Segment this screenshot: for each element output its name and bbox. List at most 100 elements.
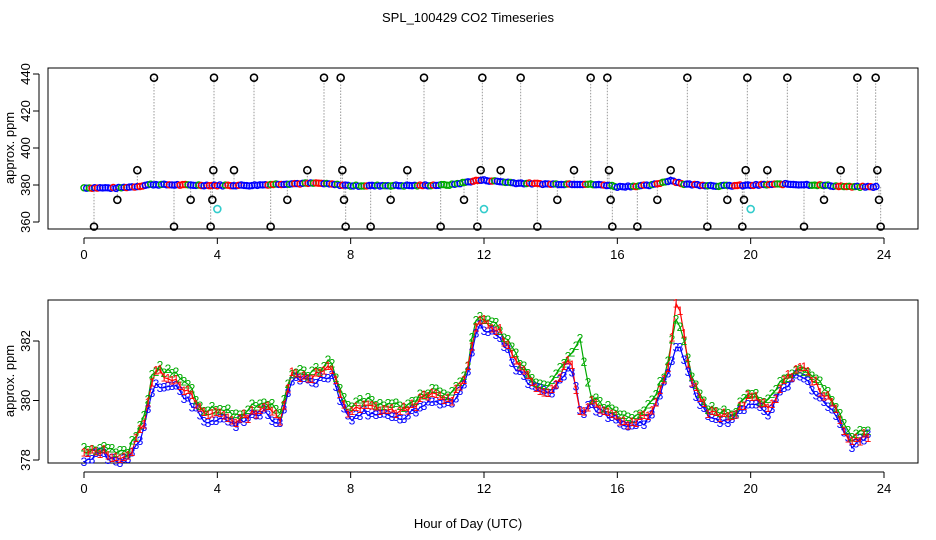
series-2-point: 2 [237, 408, 244, 422]
series-1-point: 1 [549, 382, 556, 396]
series-3-point: 3 [153, 377, 160, 391]
raw-co2-y-axis-tick-label: 440 [18, 63, 33, 85]
series-1-point: 1 [845, 432, 852, 446]
series-1-point: 1 [745, 388, 752, 402]
series-2-point: 2 [229, 407, 236, 421]
series-1-point: 1 [157, 363, 164, 377]
series-2-point: 2 [669, 333, 676, 347]
series-3-point: 3 [249, 407, 256, 421]
series-3-point: 3 [429, 395, 436, 409]
series-2-point: 2 [761, 396, 768, 410]
series-1-point: 1 [229, 414, 236, 428]
series-2-point: 2 [837, 407, 844, 421]
series-1-point: 1 [777, 382, 784, 396]
series-2-point: 2 [421, 388, 428, 402]
spike-point [874, 195, 884, 205]
series-3-point: 3 [489, 323, 496, 337]
series-3-point: 3 [121, 451, 128, 465]
series-2-point: 2 [437, 385, 444, 399]
series-2-point: 2 [389, 397, 396, 411]
series-3-point: 3 [145, 402, 152, 416]
series-3-point: 3 [441, 397, 448, 411]
series-1-point: 1 [353, 400, 360, 414]
series-3-point: 3 [165, 380, 172, 394]
series-1-point: 1 [245, 412, 252, 426]
series-3-point: 3 [105, 453, 112, 467]
series-3-point: 3 [709, 411, 716, 425]
series-2-point: 2 [525, 366, 532, 380]
series-3-point: 3 [101, 446, 108, 460]
series-1-point: 1 [301, 369, 308, 383]
filtered-co2-y-axis: 378 380 382 [18, 330, 40, 471]
series-1-point: 1 [297, 371, 304, 385]
series-3-point: 3 [677, 340, 684, 354]
series-2-point: 2 [861, 425, 868, 439]
series-3-point: 3 [205, 416, 212, 430]
spike-point [739, 195, 749, 205]
series-1-point: 1 [737, 399, 744, 413]
series-2-point: 2 [537, 377, 544, 391]
series-3-point: 3 [793, 368, 800, 382]
series-3-point: 3 [317, 370, 324, 384]
spike-point [569, 165, 579, 175]
series-2-point: 2 [713, 404, 720, 418]
series-3-point: 3 [401, 412, 408, 426]
series-2-point: 2 [213, 403, 220, 417]
series-1-point: 1 [85, 446, 92, 460]
spike-point [606, 195, 615, 205]
series-1-point: 1 [705, 407, 712, 421]
series-2-point: 2 [345, 399, 352, 413]
series-3-point: 3 [781, 381, 788, 395]
series-3-point: 3 [409, 403, 416, 417]
x-axis-title: Hour of Day (UTC) [414, 516, 522, 531]
series-1-point: 1 [581, 405, 588, 419]
spike-point [604, 165, 614, 175]
series-3-point: 3 [265, 408, 272, 422]
series-2-point: 2 [261, 396, 268, 410]
series-1-point: 1 [145, 395, 152, 409]
series-2-point: 2 [521, 359, 528, 373]
baseline-point [568, 180, 576, 189]
series-2-point: 2 [849, 430, 856, 444]
series-1-point: 1 [365, 398, 372, 412]
series-2-point: 2 [205, 404, 212, 418]
filtered-co2-x-axis-tick-label: 4 [214, 481, 221, 496]
series-2-point: 2 [613, 404, 620, 418]
series-1-point: 1 [325, 359, 332, 373]
series-1-point: 1 [233, 416, 240, 430]
series-3-point: 3 [393, 410, 400, 424]
series-1-point: 1 [605, 405, 612, 419]
spike-point [319, 73, 329, 82]
series-1-point: 1 [597, 402, 604, 416]
series-3-point: 3 [673, 341, 680, 355]
series-3-point: 3 [245, 410, 252, 424]
series-3-point: 3 [665, 366, 672, 380]
series-1-point: 1 [781, 373, 788, 387]
series-2-point: 2 [105, 442, 112, 456]
series-1-point: 1 [717, 411, 724, 425]
series-1-point: 1 [273, 407, 280, 421]
series-2-point: 2 [585, 376, 592, 390]
series-1-point: 1 [573, 383, 580, 397]
series-3-point: 3 [365, 409, 372, 423]
series-1-point: 1 [189, 388, 196, 402]
series-1-point: 1 [821, 390, 828, 404]
series-3-point: 3 [477, 317, 484, 331]
series-2-point: 2 [781, 372, 788, 386]
filtered-co2-y-axis-tick-label: 378 [18, 449, 33, 471]
series-1-point: 1 [493, 324, 500, 338]
series-3-point: 3 [361, 403, 368, 417]
series-2-point: 2 [109, 442, 116, 456]
series-3-point: 3 [421, 399, 428, 413]
series-1-point: 1 [637, 409, 644, 423]
series-3-point: 3 [97, 445, 104, 459]
series-2-point: 2 [569, 346, 576, 360]
series-1-point: 1 [645, 409, 652, 423]
series-3-point: 3 [721, 413, 728, 427]
series-3-point: 3 [641, 418, 648, 432]
series-1-point: 1 [429, 386, 436, 400]
series-3-point: 3 [821, 395, 828, 409]
series-2-point: 2 [693, 378, 700, 392]
series-3-point: 3 [425, 395, 432, 409]
series-3-point: 3 [453, 391, 460, 405]
